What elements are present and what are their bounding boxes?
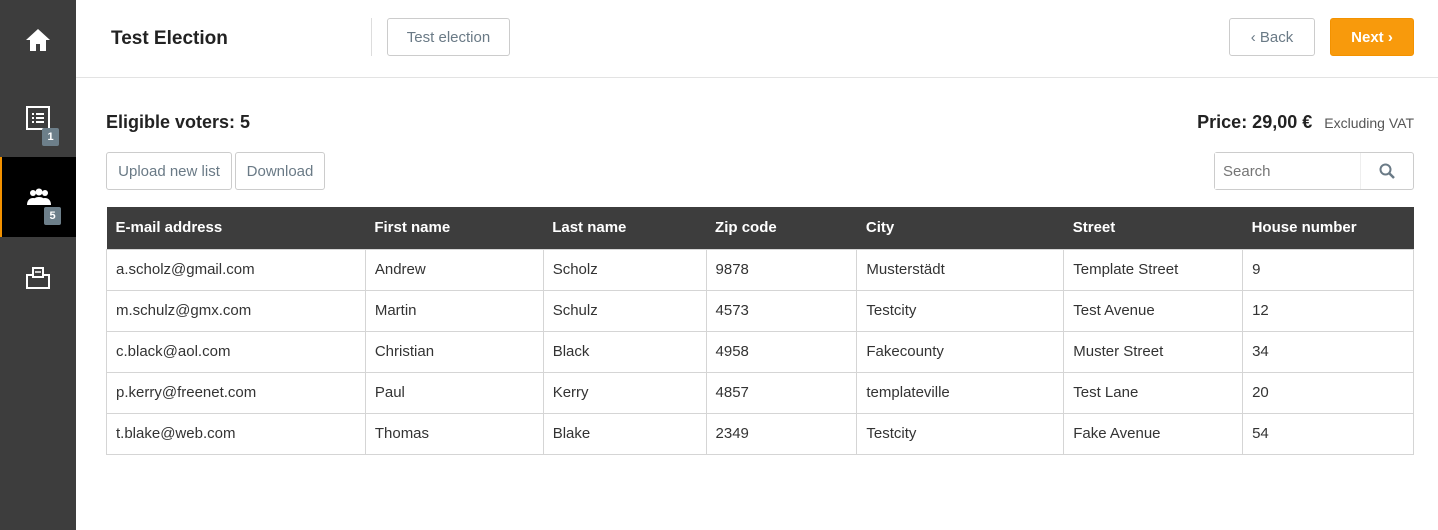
table-cell: Fake Avenue [1063,412,1244,455]
download-button[interactable]: Download [235,152,325,190]
column-header[interactable]: City [856,207,1064,249]
nav-election-settings[interactable]: 1 [0,78,76,158]
home-icon [26,29,50,51]
table-cell: p.kerry@freenet.com [106,371,366,414]
table-cell: 4958 [705,330,858,373]
table-cell: Template Street [1063,248,1244,291]
back-button[interactable]: ‹ Back [1229,18,1315,56]
table-cell: Testcity [856,289,1065,332]
sidebar: 1 5 [0,0,76,530]
election-button[interactable]: Test election [387,18,510,56]
search-box [1214,152,1414,190]
column-header[interactable]: Street [1063,207,1243,249]
table-cell: 2349 [705,412,858,455]
badge: 5 [44,207,61,225]
column-header[interactable]: First name [365,207,544,249]
table-cell: 54 [1242,412,1414,455]
table-cell: 9 [1242,248,1414,291]
table-cell: Andrew [364,248,544,291]
vat-note: Excluding VAT [1324,115,1414,131]
table-cell: 4857 [705,371,858,414]
table-cell: Christian [364,330,544,373]
nav-voters[interactable]: 5 [0,157,76,237]
price-value: Price: 29,00 € [1197,112,1313,132]
table-cell: Testcity [856,412,1065,455]
divider [371,18,372,56]
table-row[interactable]: t.blake@web.com Thomas Blake 2349 Testcity Fa… [106,412,1414,455]
eligible-voters-heading: Eligible voters: 5 [106,112,251,132]
upload-list-button[interactable]: Upload new list [106,152,232,190]
search-button[interactable] [1361,153,1413,189]
column-header[interactable]: Zip code [706,207,857,249]
table-header: E-mail address First name Last name Zip cod… [106,207,1414,249]
table-cell: Test Avenue [1063,289,1244,332]
table-cell: 20 [1242,371,1414,414]
column-header[interactable]: E-mail address [106,207,366,249]
table-row[interactable]: p.kerry@freenet.com Paul Kerry 4857 template… [106,371,1414,414]
table-cell: c.black@aol.com [106,330,366,373]
nav-ballot[interactable] [0,238,76,318]
voters-table: E-mail address First name Last name Zip cod… [106,207,1414,455]
table-cell: Muster Street [1063,330,1244,373]
header: Test Election Test election ‹ Back Next … [76,0,1438,78]
table-cell: Musterstädt [856,248,1065,291]
page-title: Test Election [111,28,228,49]
ballot-box-icon [26,267,50,289]
search-input[interactable] [1215,153,1361,189]
table-cell: Schulz [542,289,707,332]
table-cell: t.blake@web.com [106,412,366,455]
table-cell: Test Lane [1063,371,1244,414]
table-cell: Kerry [542,371,707,414]
table-cell: templateville [856,371,1065,414]
table-cell: Thomas [364,412,544,455]
nav-home[interactable] [0,0,76,80]
table-cell: Black [542,330,707,373]
column-header[interactable]: House number [1242,207,1414,249]
badge: 1 [42,128,59,146]
chevron-right-icon: › [1383,28,1393,46]
column-header[interactable]: Last name [543,207,707,249]
table-cell: Paul [364,371,544,414]
table-row[interactable]: c.black@aol.com Christian Black 4958 Fakecou… [106,330,1414,373]
search-icon [1379,163,1395,179]
voters-icon [27,188,51,205]
table-cell: Martin [364,289,544,332]
table-row[interactable]: a.scholz@gmail.com Andrew Scholz 9878 Muster… [106,248,1414,291]
table-cell: m.schulz@gmx.com [106,289,366,332]
chevron-left-icon: ‹ [1250,28,1260,46]
table-row[interactable]: m.schulz@gmx.com Martin Schulz 4573 Testcity… [106,289,1414,332]
table-cell: Scholz [542,248,707,291]
next-button[interactable]: Next › [1330,18,1414,56]
table-cell: 4573 [705,289,858,332]
table-cell: 12 [1242,289,1414,332]
table-cell: Blake [542,412,707,455]
table-cell: 34 [1242,330,1414,373]
price: Price: 29,00 € Excluding VAT [1197,112,1414,133]
list-icon [26,106,50,130]
table-cell: a.scholz@gmail.com [106,248,366,291]
table-cell: 9878 [705,248,858,291]
table-cell: Fakecounty [856,330,1065,373]
